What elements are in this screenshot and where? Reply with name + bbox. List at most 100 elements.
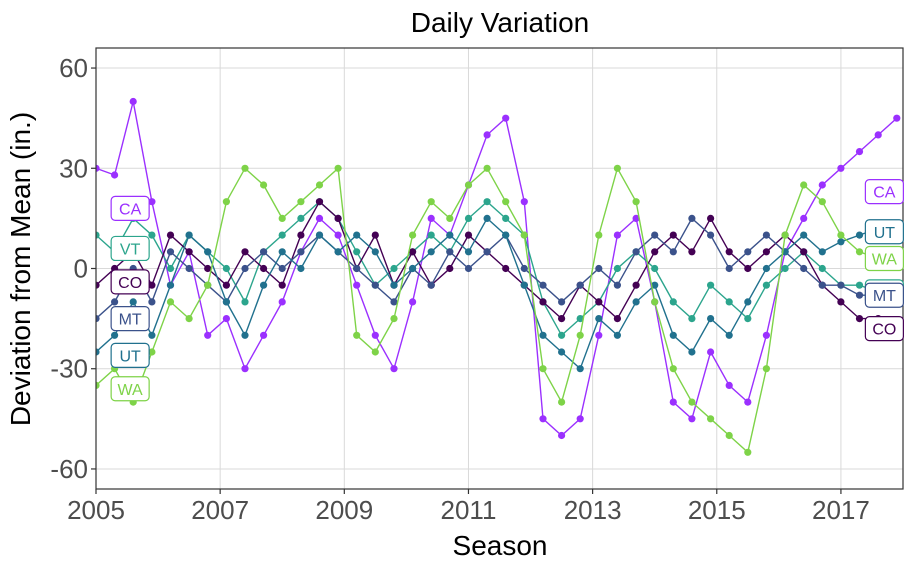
series-label-text: UT [874, 225, 896, 242]
series-label-text: CO [118, 275, 142, 292]
data-point [148, 231, 156, 239]
data-point [632, 281, 640, 289]
data-point [278, 231, 286, 239]
data-point [334, 214, 342, 222]
data-point [502, 231, 510, 239]
data-point [707, 231, 715, 239]
y-tick-label: -30 [50, 354, 88, 384]
data-point [725, 264, 733, 273]
data-point [837, 231, 845, 239]
data-point [204, 281, 212, 289]
data-point [446, 264, 454, 273]
data-point [837, 281, 845, 289]
data-point [688, 348, 696, 356]
series-label-wa: WA [110, 376, 150, 402]
data-point [539, 298, 547, 306]
series-label-box [864, 179, 904, 205]
data-point [166, 281, 175, 289]
x-tick-label: 2015 [688, 495, 746, 525]
data-point [371, 248, 379, 256]
series-label-ut: UT [110, 342, 150, 368]
series-label-mt: MT [864, 282, 904, 308]
y-tick-label: 60 [59, 53, 88, 83]
data-point [576, 365, 584, 373]
data-point [818, 281, 826, 289]
data-point [483, 248, 491, 256]
data-point [390, 315, 398, 323]
data-point [464, 264, 473, 273]
x-tick-label: 2013 [564, 495, 622, 525]
data-point [800, 248, 808, 256]
data-point [539, 281, 547, 289]
data-point [781, 231, 789, 239]
data-point [502, 214, 510, 222]
data-point [800, 214, 808, 222]
data-point [222, 298, 230, 306]
data-point [111, 331, 119, 339]
data-point [260, 331, 268, 339]
data-point [409, 298, 417, 306]
data-point [502, 198, 510, 206]
data-point [762, 231, 771, 239]
series-label-box [110, 269, 150, 295]
data-point [111, 171, 119, 179]
data-point [241, 264, 249, 273]
series-label-box [864, 245, 904, 272]
data-point [576, 415, 584, 423]
data-point [651, 264, 659, 273]
data-point [260, 264, 268, 273]
data-point [353, 264, 361, 273]
data-point [576, 315, 584, 323]
data-point [632, 214, 640, 222]
data-point [595, 298, 603, 306]
data-point [539, 331, 547, 339]
data-point [707, 415, 715, 423]
series-line [96, 166, 897, 454]
data-point [744, 315, 752, 323]
data-point [464, 214, 473, 222]
axes: 2005 2007 2009 2011 2013 2015 2017 60 30 0 -30 -60 [50, 53, 869, 525]
data-point [707, 348, 715, 356]
data-point [278, 298, 286, 306]
data-point [762, 264, 771, 273]
data-point [464, 248, 473, 256]
data-point [744, 248, 752, 256]
data-point [874, 131, 882, 139]
data-point [297, 231, 305, 239]
data-point [353, 231, 361, 239]
data-point [725, 431, 733, 440]
data-point [353, 281, 361, 289]
data-point [96, 315, 100, 323]
data-point [558, 431, 566, 440]
data-point [651, 231, 659, 239]
series-label-mt: MT [110, 306, 150, 332]
series-label-co: CO [110, 269, 150, 295]
data-point [855, 148, 864, 156]
data-point [818, 264, 826, 273]
data-point [353, 331, 361, 339]
series-co [96, 198, 901, 333]
data-point [669, 231, 677, 239]
series-label-box [110, 306, 150, 332]
data-point [725, 298, 733, 306]
y-axis-title: Deviation from Mean (in.) [5, 112, 36, 426]
data-point [390, 281, 398, 289]
data-point [800, 231, 808, 239]
data-point [427, 248, 435, 256]
data-point [669, 331, 677, 339]
data-point [222, 315, 230, 323]
data-point [483, 214, 491, 222]
data-point [613, 231, 622, 239]
data-point [613, 331, 622, 339]
series-layer [96, 97, 901, 456]
data-point [725, 248, 733, 256]
data-point [371, 331, 379, 339]
data-point [707, 315, 715, 323]
series-label-box [110, 235, 150, 262]
data-point [96, 164, 100, 172]
data-point [558, 398, 566, 406]
data-point [166, 264, 175, 273]
data-point [222, 264, 230, 273]
data-point [762, 331, 771, 339]
